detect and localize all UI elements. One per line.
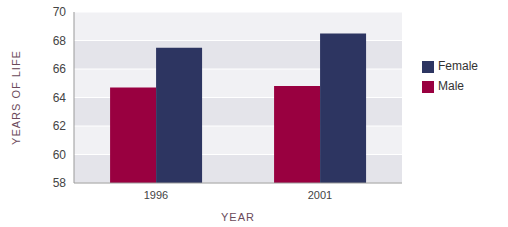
svg-text:70: 70 <box>53 5 67 19</box>
svg-text:68: 68 <box>53 34 67 48</box>
svg-text:66: 66 <box>53 62 67 76</box>
svg-text:58: 58 <box>53 176 67 190</box>
html-text:Male: Male <box>438 79 464 93</box>
svg-text:YEAR: YEAR <box>221 211 255 223</box>
html-text:Female: Female <box>438 59 478 73</box>
svg-text:62: 62 <box>53 119 67 133</box>
svg-text:60: 60 <box>53 148 67 162</box>
svg-text:64: 64 <box>53 91 67 105</box>
svg-text:1996: 1996 <box>144 189 168 201</box>
svg-text:2001: 2001 <box>308 189 332 201</box>
svg-text:YEARS OF LIFE: YEARS OF LIFE <box>10 50 22 145</box>
